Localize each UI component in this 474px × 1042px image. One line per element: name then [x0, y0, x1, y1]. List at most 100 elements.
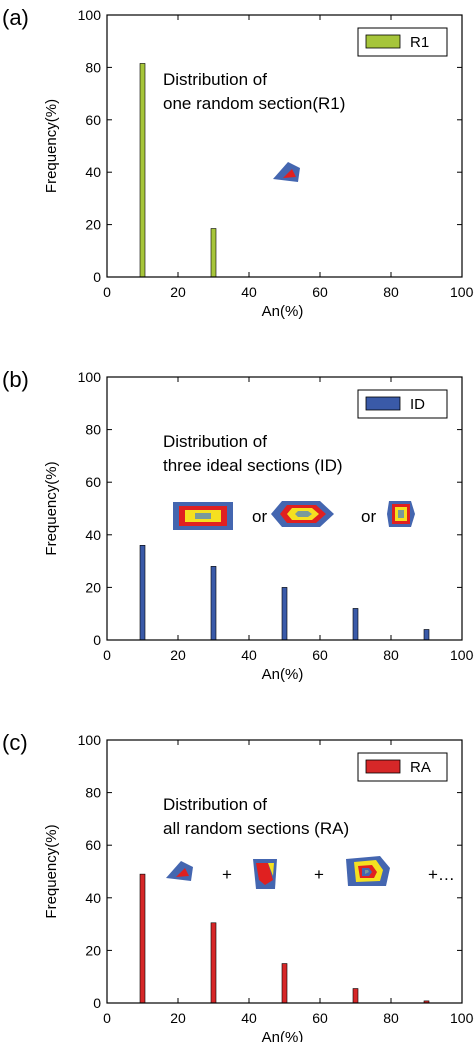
- bar: [281, 963, 288, 1004]
- y-tick-label: 80: [85, 59, 101, 75]
- x-tick-label: 40: [241, 284, 257, 300]
- x-tick-label: 80: [383, 284, 399, 300]
- section-inset: [173, 502, 233, 530]
- x-tick-label: 80: [383, 1010, 399, 1026]
- section-shape-core: [295, 511, 312, 517]
- y-tick-label: 100: [78, 369, 102, 385]
- section-shape-yellow: [268, 863, 274, 876]
- y-tick-label: 0: [93, 269, 101, 285]
- y-axis-label: Frequency(%): [43, 461, 60, 555]
- y-tick-label: 40: [85, 527, 101, 543]
- bar: [210, 922, 217, 1004]
- section-shape-red: [176, 868, 189, 877]
- y-tick-label: 40: [85, 164, 101, 180]
- section-shape-red: [283, 169, 296, 178]
- y-tick-label: 60: [85, 474, 101, 490]
- x-tick-label: 20: [170, 1010, 186, 1026]
- section-shape-core: [195, 513, 211, 519]
- legend-label: R1: [410, 34, 429, 51]
- bar: [139, 873, 146, 1004]
- legend-label: ID: [410, 396, 425, 413]
- legend-swatch: [365, 34, 401, 49]
- legend: ID: [357, 389, 448, 419]
- y-tick-label: 0: [93, 995, 101, 1011]
- annotation-line-1: Distribution of: [163, 432, 267, 451]
- legend-label: RA: [410, 759, 431, 776]
- x-tick-label: 20: [170, 284, 186, 300]
- operator-label: +: [222, 865, 232, 884]
- panel-label: (a): [2, 5, 29, 30]
- y-tick-label: 60: [85, 837, 101, 853]
- y-tick-label: 60: [85, 112, 101, 128]
- x-tick-label: 40: [241, 1010, 257, 1026]
- legend: R1: [357, 27, 448, 57]
- legend-swatch: [365, 759, 401, 774]
- panel-label: (b): [2, 367, 29, 392]
- bar: [210, 228, 217, 278]
- section-inset: [166, 861, 193, 881]
- x-tick-label: 60: [312, 647, 328, 663]
- x-axis-label: An(%): [262, 1029, 304, 1042]
- operator-label: or: [252, 507, 267, 526]
- y-tick-label: 40: [85, 890, 101, 906]
- section-inset: [271, 501, 334, 527]
- x-tick-label: 20: [170, 647, 186, 663]
- x-axis-label: An(%): [262, 666, 304, 683]
- section-shape-red: [256, 863, 273, 885]
- y-tick-label: 100: [78, 732, 102, 748]
- section-shape-core-inner: [365, 870, 369, 874]
- operator-label: +: [314, 865, 324, 884]
- y-tick-label: 20: [85, 579, 101, 595]
- plot-frame: [106, 739, 463, 1004]
- bar: [139, 63, 146, 278]
- y-axis-label: Frequency(%): [43, 824, 60, 918]
- legend: RA: [357, 752, 448, 782]
- annotation-line-1: Distribution of: [163, 795, 267, 814]
- operator-label: +…: [428, 865, 455, 884]
- annotation-line-2: one random section(R1): [163, 94, 345, 113]
- x-axis-label: An(%): [262, 303, 304, 320]
- chart-panel-a: (a) 00 20 20 40 40 60 60 80 80 1000 100 An(%) Frequen…: [2, 5, 474, 320]
- x-tick-label: 40: [241, 647, 257, 663]
- y-tick-label: 20: [85, 217, 101, 233]
- y-tick-label: 80: [85, 785, 101, 801]
- section-inset: [346, 856, 390, 886]
- plot-frame: [106, 376, 463, 641]
- x-tick-label: 1000: [450, 647, 474, 663]
- section-inset: [387, 501, 415, 527]
- legend-swatch: [365, 396, 401, 411]
- x-tick-label: 0: [103, 1010, 111, 1026]
- annotation-line-1: Distribution of: [163, 70, 267, 89]
- x-tick-label: 1000: [450, 284, 474, 300]
- section-inset: [253, 859, 277, 889]
- x-tick-label: 1000: [450, 1010, 474, 1026]
- y-axis-label: Frequency(%): [43, 99, 60, 193]
- bar: [352, 608, 359, 641]
- x-tick-label: 0: [103, 284, 111, 300]
- y-tick-label: 20: [85, 942, 101, 958]
- bar: [139, 545, 146, 641]
- y-tick-label: 100: [78, 7, 102, 23]
- section-inset: [273, 162, 300, 182]
- section-shape-core: [398, 510, 404, 518]
- x-tick-label: 60: [312, 284, 328, 300]
- chart-panel-c: (c) 00 20 20 40 40 60 60 80 80 1000 100 An(%) Frequen…: [2, 730, 474, 1042]
- x-tick-label: 80: [383, 647, 399, 663]
- section-shape-outer: [166, 861, 193, 881]
- x-tick-label: 0: [103, 647, 111, 663]
- bar: [281, 587, 288, 641]
- bar: [423, 629, 430, 641]
- section-shape-outer: [273, 162, 300, 182]
- bar: [352, 988, 359, 1004]
- panel-label: (c): [2, 730, 28, 755]
- annotation-line-2: three ideal sections (ID): [163, 456, 343, 475]
- x-tick-label: 60: [312, 1010, 328, 1026]
- bar: [210, 566, 217, 641]
- plot-frame: [106, 14, 463, 278]
- annotation-line-2: all random sections (RA): [163, 819, 349, 838]
- chart-panel-b: (b) 00 20 20 40 40 60 60 80 80 1000 100 An(%) Frequen…: [2, 367, 474, 683]
- y-tick-label: 0: [93, 632, 101, 648]
- operator-label: or: [361, 507, 376, 526]
- y-tick-label: 80: [85, 422, 101, 438]
